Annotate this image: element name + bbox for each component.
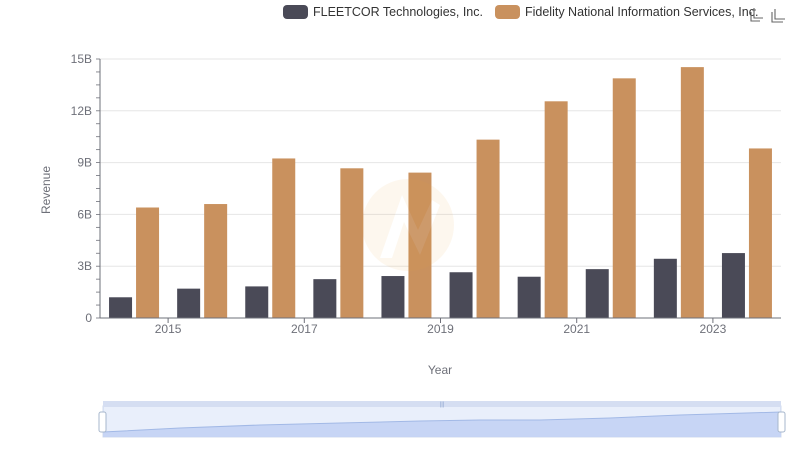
legend-label-fleetcor: FLEETCOR Technologies, Inc.: [313, 5, 483, 19]
legend: FLEETCOR Technologies, Inc. Fidelity Nat…: [283, 3, 770, 21]
slider-top-bar[interactable]: [103, 401, 781, 407]
restore-icon[interactable]: [768, 6, 786, 24]
bar-fleetcor-2014[interactable]: [109, 297, 133, 318]
bar-fidelity-2018[interactable]: [408, 172, 432, 318]
y-axis-title: Revenue: [39, 166, 53, 214]
bar-fidelity-2014[interactable]: [136, 207, 160, 318]
x-tick-label: 2023: [700, 322, 727, 336]
bar-fidelity-2021[interactable]: [612, 78, 636, 318]
bar-fidelity-2017[interactable]: [340, 168, 364, 318]
slider-top-grip-icon: |||: [440, 402, 445, 408]
bar-fidelity-2019[interactable]: [476, 139, 500, 318]
bar-fleetcor-2023[interactable]: [721, 253, 745, 318]
bar-fidelity-2023[interactable]: [748, 148, 772, 318]
slider-selection[interactable]: [103, 406, 781, 437]
bar-fleetcor-2022[interactable]: [653, 258, 677, 318]
y-tick-label: 3B: [77, 259, 92, 273]
slider-right-handle[interactable]: [777, 411, 786, 433]
y-tick-label: 9B: [77, 156, 92, 170]
legend-swatch-fleetcor: [283, 5, 308, 19]
bar-fleetcor-2018[interactable]: [381, 276, 405, 318]
bar-fleetcor-2017[interactable]: [313, 279, 337, 318]
data-zoom-slider[interactable]: |||: [98, 401, 786, 438]
bar-fleetcor-2021[interactable]: [585, 269, 609, 318]
bar-fleetcor-2015[interactable]: [177, 288, 201, 318]
toolbox: [746, 6, 786, 24]
legend-item-fidelity[interactable]: Fidelity National Information Services, …: [494, 5, 759, 19]
bar-fidelity-2015[interactable]: [204, 204, 228, 318]
x-tick-label: 2021: [563, 322, 590, 336]
slider-left-handle[interactable]: [98, 411, 107, 433]
x-tick-label: 2015: [155, 322, 182, 336]
legend-item-fleetcor[interactable]: FLEETCOR Technologies, Inc.: [283, 5, 483, 19]
bar-fleetcor-2019[interactable]: [449, 272, 473, 318]
legend-swatch-fidelity: [494, 5, 520, 19]
bars: [109, 67, 772, 319]
legend-label-fidelity: Fidelity National Information Services, …: [524, 5, 759, 19]
bar-fleetcor-2020[interactable]: [517, 276, 541, 318]
x-axis-title: Year: [428, 363, 452, 377]
axes: 0 3B 6B 9B 12B 15B 2015 2017 2019 2021 2023: [71, 52, 781, 336]
bar-fidelity-2020[interactable]: [544, 101, 568, 318]
y-tick-label: 0: [85, 311, 92, 325]
zoom-select-icon[interactable]: [748, 6, 766, 24]
watermark-logo: [362, 179, 454, 271]
y-tick-label: 12B: [71, 104, 92, 118]
bar-fleetcor-2016[interactable]: [245, 286, 269, 318]
x-tick-label: 2019: [427, 322, 454, 336]
x-tick-label: 2017: [291, 322, 318, 336]
bar-fidelity-2016[interactable]: [272, 158, 296, 318]
slider-preview-line: [102, 411, 782, 433]
y-tick-label: 15B: [71, 52, 92, 66]
bar-fidelity-2022[interactable]: [680, 67, 704, 319]
y-tick-label: 6B: [77, 207, 92, 221]
